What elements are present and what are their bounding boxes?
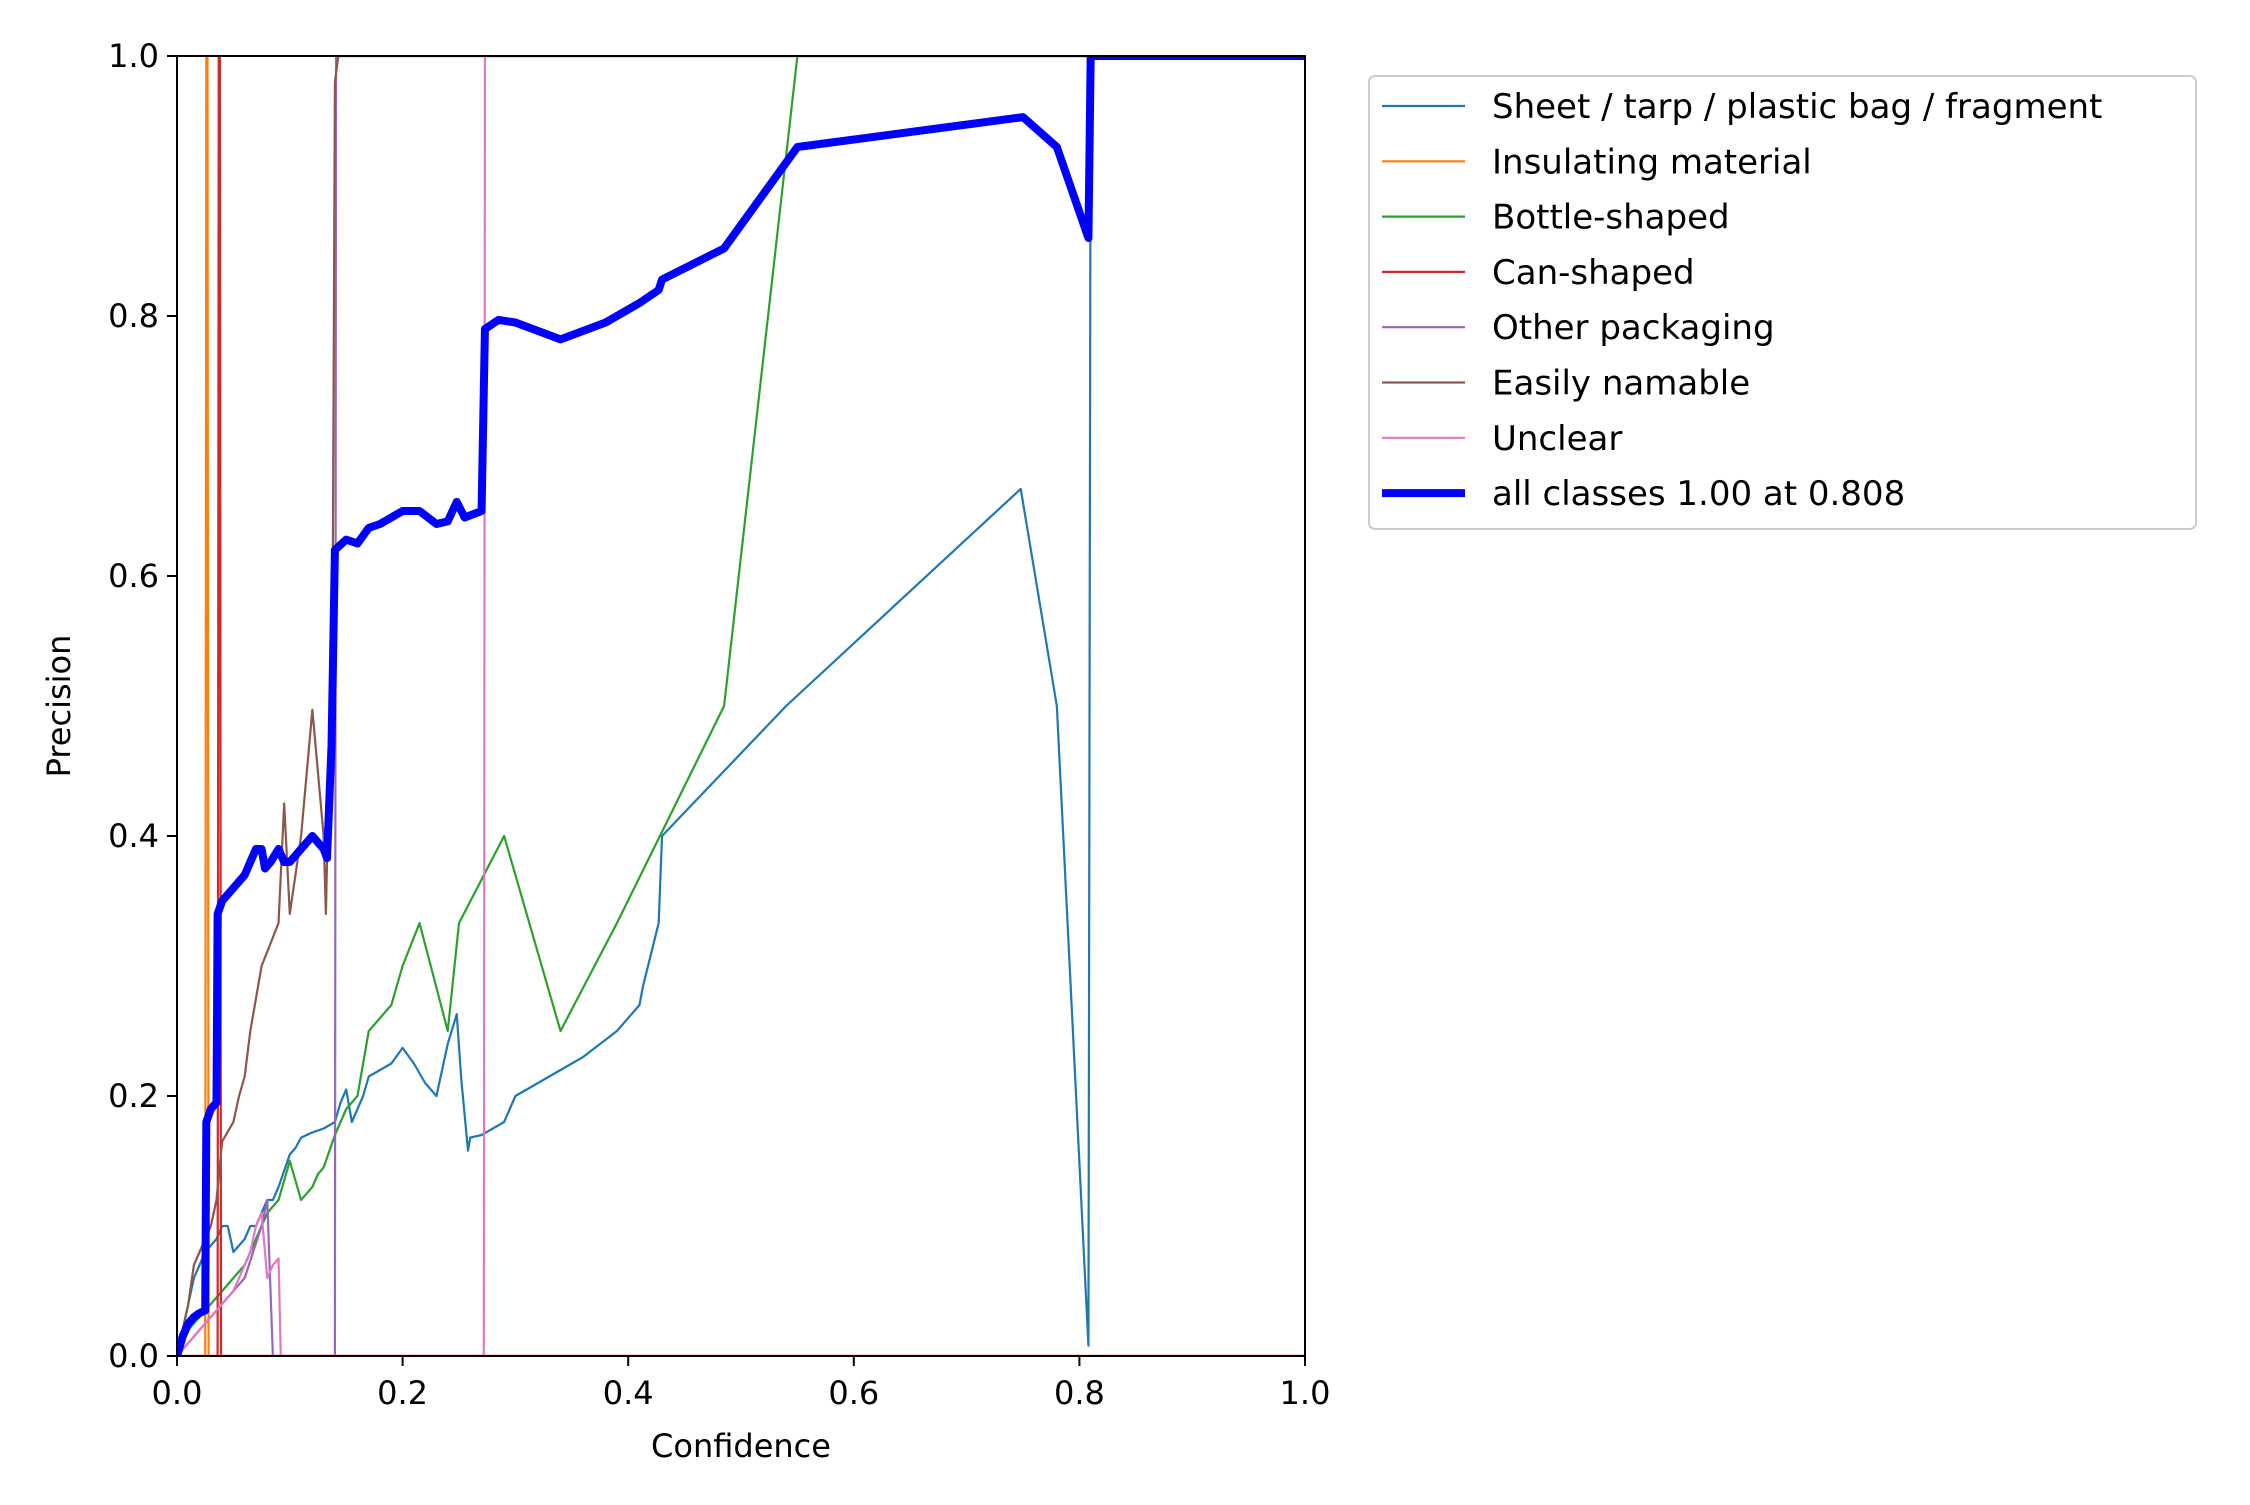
plot-frame: [176, 55, 1306, 1357]
x-tick-label: 0.8: [1054, 1374, 1105, 1412]
y-tick-label: 0.6: [108, 557, 159, 595]
series-layer: [177, 56, 1305, 1356]
legend-box: [1368, 75, 2197, 530]
series-line-6: [177, 56, 1305, 1356]
legend-label-3: Can-shaped: [1492, 253, 1695, 293]
legend-label-6: Unclear: [1492, 419, 1622, 459]
legend-label-5: Easily namable: [1492, 364, 1750, 404]
series-line-1: [177, 56, 1305, 1356]
y-tick-label: 0.8: [108, 297, 159, 335]
legend-label-4: Other packaging: [1492, 308, 1775, 348]
y-axis-ticks: 0.0 0.2 0.4 0.6 0.8 1.0: [108, 37, 177, 1375]
series-line-7: [177, 56, 1305, 1356]
legend-label-1: Insulating material: [1492, 142, 1812, 182]
y-axis-label: Precision: [40, 635, 78, 778]
x-tick-label: 1.0: [1280, 1374, 1331, 1412]
y-tick-label: 0.4: [108, 817, 159, 855]
legend-label-0: Sheet / tarp / plastic bag / fragment: [1492, 87, 2102, 127]
y-tick-label: 0.0: [108, 1337, 159, 1375]
series-line-5: [177, 56, 1305, 1356]
series-line-3: [177, 56, 1305, 1356]
series-line-2: [177, 56, 1305, 1356]
x-tick-label: 0.6: [828, 1374, 879, 1412]
x-tick-label: 0.0: [152, 1374, 203, 1412]
x-tick-label: 0.4: [603, 1374, 654, 1412]
x-axis-ticks: 0.0 0.2 0.4 0.6 0.8 1.0: [152, 1356, 1331, 1412]
series-line-4: [177, 56, 1305, 1356]
legend: Sheet / tarp / plastic bag / fragment Ins…: [1368, 75, 2197, 530]
x-tick-label: 0.2: [377, 1374, 428, 1412]
legend-label-2: Bottle-shaped: [1492, 198, 1730, 238]
y-tick-label: 0.2: [108, 1077, 159, 1115]
series-line-0: [177, 56, 1305, 1356]
legend-label-7: all classes 1.00 at 0.808: [1492, 474, 1905, 514]
y-tick-label: 1.0: [108, 37, 159, 75]
x-axis-label: Confidence: [651, 1427, 831, 1465]
